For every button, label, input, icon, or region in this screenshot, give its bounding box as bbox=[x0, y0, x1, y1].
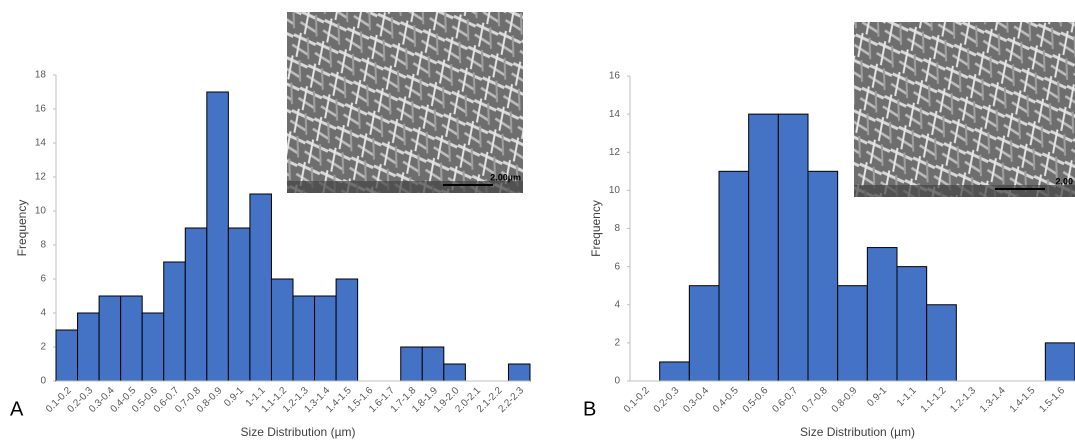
bar bbox=[777, 113, 809, 382]
y-tick-label: 4 bbox=[614, 299, 620, 310]
x-tick-label: 0.4-0.5 bbox=[711, 385, 741, 415]
x-axis-title: Size Distribution (µm) bbox=[800, 425, 915, 439]
bar bbox=[249, 193, 272, 382]
y-tick-label: 0 bbox=[40, 376, 46, 387]
bar bbox=[55, 329, 79, 382]
bar bbox=[98, 295, 122, 382]
bar bbox=[400, 346, 423, 382]
bar bbox=[688, 285, 720, 382]
bar bbox=[184, 227, 208, 382]
bar bbox=[507, 363, 531, 382]
bar bbox=[270, 278, 294, 382]
y-tick-label: 6 bbox=[614, 261, 620, 272]
y-tick-label: 2 bbox=[614, 338, 620, 349]
y-tick-label: 8 bbox=[40, 240, 46, 251]
x-tick-label: 0.2-0.3 bbox=[652, 385, 682, 415]
y-tick-label: 14 bbox=[609, 109, 621, 120]
sem-inset bbox=[854, 22, 1075, 197]
bar bbox=[659, 361, 690, 382]
panel-label: B bbox=[583, 398, 596, 420]
x-tick-label: 1.5-1.6 bbox=[1037, 385, 1067, 415]
x-tick-label: 1.2-1.3 bbox=[948, 385, 978, 415]
bar bbox=[227, 227, 251, 382]
bar bbox=[314, 295, 337, 382]
bar bbox=[77, 312, 100, 382]
bar bbox=[335, 278, 359, 382]
y-axis-title: Frequency bbox=[589, 200, 603, 257]
bar bbox=[1044, 342, 1075, 382]
y-tick-label: 16 bbox=[35, 104, 47, 115]
x-tick-label: 0.1-0.2 bbox=[622, 385, 652, 415]
x-tick-label: 1.1-1.2 bbox=[919, 385, 949, 415]
bar bbox=[807, 170, 839, 382]
x-tick-label: 0.5-0.6 bbox=[741, 385, 771, 415]
panel-label: A bbox=[10, 398, 24, 420]
x-tick-label: 0.7-0.8 bbox=[800, 385, 830, 415]
x-tick-label: 0.9-1 bbox=[222, 385, 246, 409]
scale-bar-label: 2.00µm bbox=[490, 172, 521, 182]
y-tick-label: 12 bbox=[35, 172, 47, 183]
bar bbox=[206, 91, 229, 382]
x-tick-label: 0.8-0.9 bbox=[830, 385, 860, 415]
x-tick-label: 0.9-1 bbox=[865, 385, 889, 409]
bar bbox=[163, 261, 186, 382]
y-tick-label: 6 bbox=[40, 274, 46, 285]
y-tick-label: 18 bbox=[35, 70, 47, 81]
y-tick-label: 4 bbox=[40, 308, 46, 319]
bar bbox=[896, 266, 928, 382]
y-tick-label: 12 bbox=[609, 147, 621, 158]
x-tick-label: 0.3-0.4 bbox=[681, 385, 711, 415]
x-tick-label: 1-1.1 bbox=[895, 385, 919, 409]
x-tick-label: 1.4-1.5 bbox=[1008, 385, 1038, 415]
sem-info-bar bbox=[854, 185, 1075, 197]
y-tick-label: 10 bbox=[35, 206, 47, 217]
y-tick-label: 2 bbox=[40, 342, 46, 353]
y-tick-label: 0 bbox=[614, 376, 620, 387]
bar bbox=[120, 295, 143, 382]
x-tick-label: 0.6-0.7 bbox=[770, 385, 800, 415]
bar bbox=[443, 363, 466, 382]
y-tick-label: 10 bbox=[609, 185, 621, 196]
y-axis-title: Frequency bbox=[15, 200, 29, 257]
y-tick-label: 16 bbox=[609, 71, 621, 82]
y-tick-label: 8 bbox=[614, 223, 620, 234]
sem-inset bbox=[287, 12, 523, 193]
bar bbox=[837, 285, 868, 382]
bar bbox=[718, 170, 750, 382]
x-axis-title: Size Distribution (µm) bbox=[241, 425, 356, 439]
bar bbox=[926, 304, 957, 382]
x-tick-label: 1.3-1.4 bbox=[978, 385, 1008, 415]
sem-info-bar bbox=[287, 181, 523, 193]
bar bbox=[421, 346, 445, 382]
y-tick-label: 14 bbox=[35, 138, 47, 149]
bar bbox=[748, 113, 779, 382]
bar bbox=[141, 312, 165, 382]
scale-bar-label: 2.00 bbox=[1055, 176, 1073, 186]
bar bbox=[866, 247, 898, 382]
bar bbox=[292, 295, 316, 382]
